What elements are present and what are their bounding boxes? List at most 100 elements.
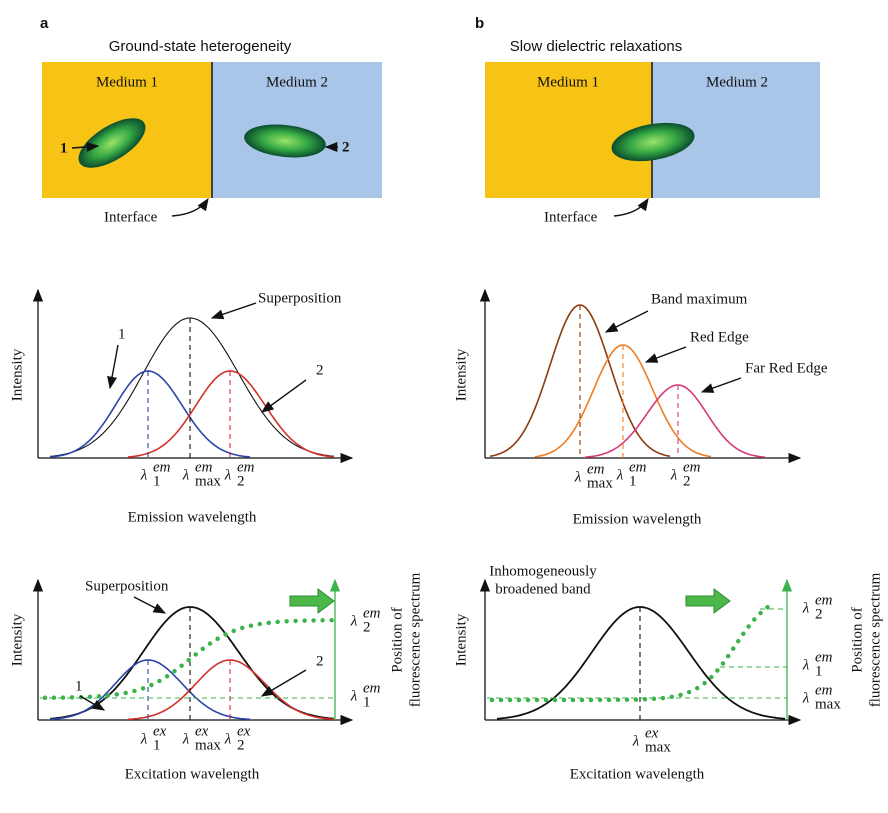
- pointer-arrow: [260, 669, 307, 697]
- medium-left: [485, 62, 652, 198]
- pointer-arrow: [133, 596, 167, 614]
- lambda-superscript: ex: [195, 723, 209, 739]
- lambda-superscript: em: [363, 605, 381, 621]
- annotation: Band maximum: [651, 291, 748, 307]
- y-axis-label: Intensity: [9, 613, 25, 666]
- pointer-arrow: [613, 197, 649, 217]
- pointer-arrow: [210, 302, 257, 320]
- medium-label: Medium 1: [96, 74, 158, 90]
- lambda-subscript: 2: [815, 606, 823, 622]
- medium-label: Medium 1: [537, 74, 599, 90]
- panel-title: Ground-state heterogeneity: [109, 38, 292, 55]
- annotation: Superposition: [258, 290, 342, 306]
- lambda-subscript: max: [587, 475, 613, 491]
- pointer-arrow: [644, 346, 687, 363]
- lambda-subscript: 2: [237, 737, 245, 753]
- lambda-subscript: 2: [237, 473, 245, 489]
- pointer-arrow: [107, 344, 119, 390]
- lambda-superscript: em: [683, 459, 701, 475]
- curve: [49, 606, 335, 720]
- panel-letter: b: [475, 15, 484, 32]
- annotation: 2: [316, 362, 324, 378]
- lambda-subscript: 1: [153, 737, 161, 753]
- lambda-symbol: λ: [632, 733, 640, 749]
- y2-axis-label: fluorescence spectrum: [407, 572, 423, 707]
- lambda-subscript: max: [195, 737, 221, 753]
- x-axis-label: Excitation wavelength: [570, 766, 705, 782]
- lambda-symbol: λ: [802, 657, 810, 673]
- lambda-subscript: 2: [683, 473, 691, 489]
- x-axis-label: Emission wavelength: [573, 511, 702, 527]
- y-axis-label: Intensity: [453, 613, 469, 666]
- lambda-symbol: λ: [802, 600, 810, 616]
- curve: [49, 659, 251, 721]
- pointer-arrow: [171, 197, 209, 217]
- lambda-subscript: 1: [363, 694, 371, 710]
- lambda-subscript: max: [815, 696, 841, 712]
- annotation: 2: [316, 653, 324, 669]
- lambda-superscript: em: [629, 459, 647, 475]
- lambda-symbol: λ: [802, 690, 810, 706]
- lambda-superscript: em: [815, 682, 833, 698]
- pointer-arrow: [700, 377, 742, 393]
- annotation: 1: [75, 678, 83, 694]
- y2-axis-label: fluorescence spectrum: [867, 572, 883, 707]
- lambda-symbol: λ: [182, 731, 190, 747]
- annotation: Far Red Edge: [745, 360, 828, 376]
- pointer-arrow: [260, 379, 307, 413]
- lambda-symbol: λ: [224, 731, 232, 747]
- lambda-symbol: λ: [670, 467, 678, 483]
- curve: [49, 370, 251, 458]
- lambda-subscript: max: [195, 473, 221, 489]
- interface-label: Interface: [104, 209, 158, 225]
- interface-label: Interface: [544, 209, 598, 225]
- annotation: Red Edge: [690, 329, 749, 345]
- lambda-symbol: λ: [140, 731, 148, 747]
- x-axis-label: Excitation wavelength: [125, 766, 260, 782]
- pointer-arrow: [604, 310, 649, 333]
- lambda-symbol: λ: [574, 469, 582, 485]
- annotation: Inhomogeneously: [489, 563, 597, 579]
- lambda-superscript: em: [815, 592, 833, 608]
- lambda-superscript: em: [153, 459, 171, 475]
- annotation: 1: [118, 326, 126, 342]
- lambda-symbol: λ: [350, 613, 358, 629]
- lambda-superscript: em: [815, 649, 833, 665]
- lambda-symbol: λ: [224, 467, 232, 483]
- curve: [496, 606, 786, 720]
- lambda-superscript: ex: [645, 725, 659, 741]
- lambda-symbol: λ: [616, 467, 624, 483]
- curve: [584, 384, 766, 458]
- lambda-subscript: max: [645, 739, 671, 755]
- molecule-label: 1: [60, 140, 68, 156]
- curve: [49, 317, 335, 457]
- lambda-symbol: λ: [140, 467, 148, 483]
- molecule: [611, 122, 695, 162]
- lambda-superscript: ex: [153, 723, 167, 739]
- molecule: [78, 118, 146, 168]
- dotted-curve: [489, 603, 773, 703]
- lambda-subscript: 1: [629, 473, 637, 489]
- panel-title: Slow dielectric relaxations: [510, 38, 683, 55]
- lambda-subscript: 2: [363, 619, 371, 635]
- lambda-superscript: ex: [237, 723, 251, 739]
- lambda-superscript: em: [587, 461, 605, 477]
- x-axis-label: Emission wavelength: [128, 509, 257, 525]
- lambda-subscript: 1: [153, 473, 161, 489]
- panel-letter: a: [40, 15, 49, 32]
- y-axis-label: Intensity: [9, 348, 25, 401]
- lambda-symbol: λ: [350, 688, 358, 704]
- y2-axis-label: Position of: [849, 607, 865, 672]
- shift-arrow: [289, 588, 335, 614]
- lambda-superscript: em: [363, 680, 381, 696]
- annotation: Superposition: [85, 578, 169, 594]
- curve: [127, 370, 335, 458]
- y-axis-label: Intensity: [453, 348, 469, 401]
- lambda-subscript: 1: [815, 663, 823, 679]
- pointer-arrow: [79, 695, 106, 711]
- molecule-label: 2: [342, 139, 350, 155]
- medium-label: Medium 2: [266, 74, 328, 90]
- shift-arrow: [685, 588, 731, 614]
- annotation: broadened band: [495, 581, 591, 597]
